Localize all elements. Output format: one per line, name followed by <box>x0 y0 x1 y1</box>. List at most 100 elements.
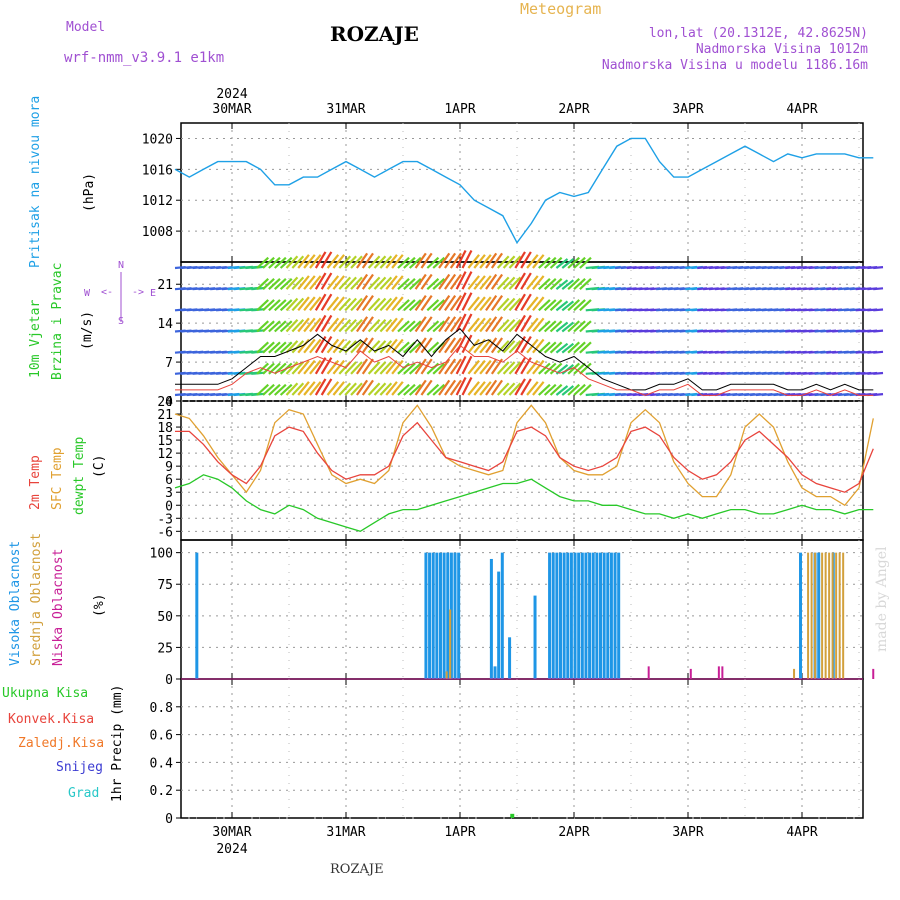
precip-unit: 1hr Precip (mm) <box>110 684 125 802</box>
high-cloud-bar <box>438 552 442 679</box>
wind-arrow <box>309 254 322 269</box>
wind-arrow <box>391 338 404 354</box>
wind-arrow <box>543 277 557 290</box>
wind-arrow <box>526 275 539 290</box>
wind-arrow <box>567 320 580 333</box>
wind-arrow <box>520 378 532 396</box>
wind-arrow <box>461 249 473 269</box>
wind-arrow <box>473 296 486 312</box>
y-tick-label: 6 <box>165 473 173 488</box>
wind-arrow <box>285 382 299 396</box>
mid-cloud-bar <box>810 552 813 679</box>
day-label-bottom: 2APR <box>558 825 589 840</box>
high-cloud-bar <box>195 552 199 679</box>
day-label-top: 1APR <box>444 102 475 117</box>
wind-arrow <box>344 382 357 396</box>
wind-arrow <box>561 279 575 291</box>
wind-arrow <box>514 314 526 333</box>
wind-arrow <box>262 341 275 354</box>
compass-left-arrow: <- <box>101 287 114 298</box>
wind-arrow <box>262 299 275 312</box>
legend-konv-rain: Konvek.Kisa <box>8 712 95 727</box>
wind-arrow <box>567 256 580 269</box>
wind-arrow <box>338 297 352 312</box>
wind-arrow <box>432 362 446 375</box>
wind-arrow <box>262 320 275 333</box>
wind-arrow <box>273 299 287 312</box>
wind-arrow <box>873 371 884 375</box>
wind-arrow <box>455 271 467 290</box>
wind-arrow <box>309 275 322 290</box>
wind-arrow <box>403 362 416 375</box>
wind-arrow <box>467 317 480 333</box>
wind-arrow <box>543 256 557 269</box>
wind-arrow <box>426 299 440 312</box>
y-tick-label: 50 <box>157 610 173 625</box>
wind-arrow <box>532 254 545 269</box>
wind-arrow <box>273 277 287 290</box>
wind-arrow <box>461 271 473 290</box>
wind-arrow <box>273 256 287 269</box>
day-label-top: 2APR <box>558 102 589 117</box>
high-cloud-bar <box>609 552 613 679</box>
y-tick-label: 14 <box>157 317 173 332</box>
wind-arrow <box>403 320 416 333</box>
y-tick-label: 1016 <box>142 163 173 178</box>
y-tick-label: 0 <box>165 812 173 827</box>
wind-arrow <box>502 382 516 396</box>
wind-arrow <box>373 318 387 333</box>
precip-bar <box>510 813 515 818</box>
wind-arrow <box>485 295 498 311</box>
wind-arrow <box>350 276 363 290</box>
wind-arrow <box>485 358 498 375</box>
wind-arrow <box>514 293 526 311</box>
compass-s: S <box>118 316 125 327</box>
wind-arrow <box>403 256 416 269</box>
wind-arrow <box>309 359 322 375</box>
mid-cloud-bar <box>821 552 824 679</box>
wind-arrow <box>496 318 510 333</box>
wind-arrow <box>320 272 333 290</box>
y-tick-label: 1020 <box>142 132 173 147</box>
wind-arrow <box>414 252 427 269</box>
wind-arrow <box>508 361 522 375</box>
wind-arrow <box>473 317 486 333</box>
wind-arrow <box>567 341 580 354</box>
wind-arrow <box>291 255 305 269</box>
wind-arrow <box>561 342 575 354</box>
wind-arrow <box>279 299 293 312</box>
wind-arrow <box>273 383 287 396</box>
high-cloud-bar <box>424 552 428 679</box>
low-cloud-bar <box>689 668 692 679</box>
pressure-unit: (hPa) <box>82 172 97 212</box>
wind-arrow <box>873 350 884 354</box>
wind-arrow <box>455 249 467 269</box>
wind-arrow <box>449 337 462 354</box>
wind-arrow <box>414 295 427 311</box>
wind-arrow <box>502 361 516 375</box>
wind-arrow <box>420 337 433 354</box>
wind-arrow <box>444 358 457 375</box>
legend-frz-rain: Zaledj.Kisa <box>18 736 105 751</box>
wind-arrow <box>438 337 451 354</box>
wind-arrow <box>285 276 299 290</box>
high-cloud-bar <box>497 571 501 679</box>
y-tick-label: 0 <box>165 395 173 410</box>
wind-arrow <box>350 340 363 354</box>
wind-arrow <box>314 378 327 396</box>
wind-speed-line <box>175 328 874 391</box>
wind-arrow <box>285 255 299 269</box>
wind-arrow <box>538 320 551 333</box>
wind-arrow <box>432 320 446 333</box>
wind-arrow <box>420 316 433 333</box>
wind-arrow <box>473 381 486 396</box>
wind-unit: (m/s) <box>80 310 95 350</box>
wind-arrow <box>549 277 563 290</box>
wind-arrow <box>549 341 563 354</box>
y-tick-label: 21 <box>157 408 173 423</box>
wind-arrow <box>485 316 498 333</box>
wind-arrow <box>873 308 884 312</box>
model-name: wrf-nmm_v3.9.1 e1km <box>64 50 225 66</box>
wind-arrow <box>355 273 369 290</box>
y-tick-label: 0 <box>165 673 173 688</box>
